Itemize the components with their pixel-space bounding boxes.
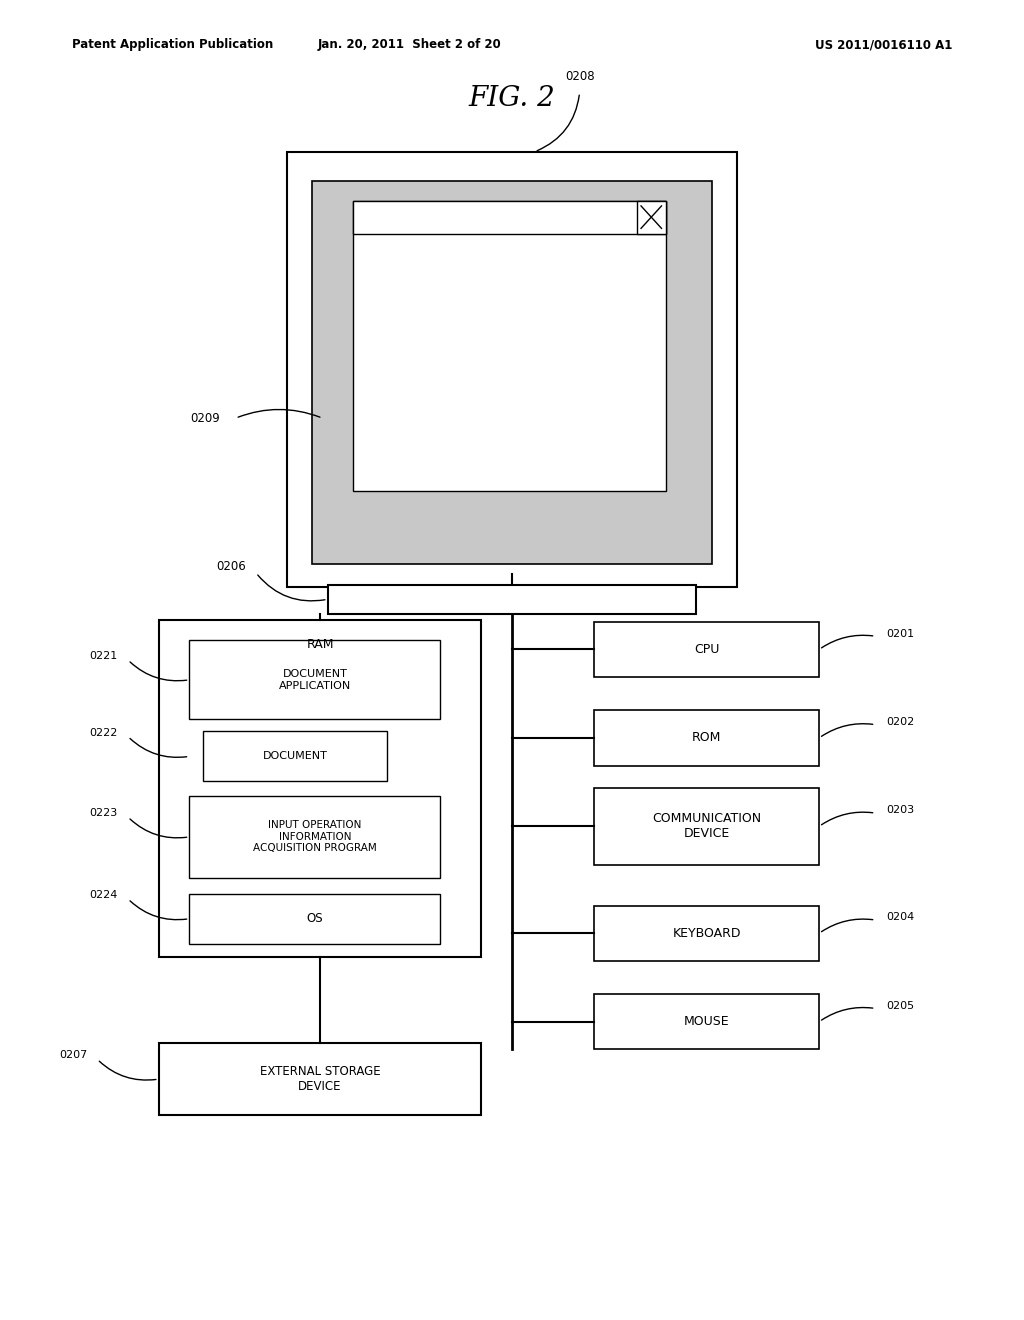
Text: DOCUMENT
APPLICATION: DOCUMENT APPLICATION (279, 669, 351, 690)
FancyBboxPatch shape (189, 640, 440, 719)
Text: 0201: 0201 (886, 628, 913, 639)
Text: 0209: 0209 (190, 412, 220, 425)
FancyBboxPatch shape (159, 1043, 481, 1115)
FancyBboxPatch shape (594, 906, 819, 961)
Text: DOCUMENT: DOCUMENT (262, 751, 328, 762)
FancyBboxPatch shape (594, 788, 819, 865)
FancyBboxPatch shape (353, 201, 666, 234)
Text: 0206: 0206 (216, 560, 246, 573)
Text: 0202: 0202 (886, 717, 914, 727)
Text: INPUT OPERATION
INFORMATION
ACQUISITION PROGRAM: INPUT OPERATION INFORMATION ACQUISITION … (253, 820, 377, 854)
Text: 0203: 0203 (886, 805, 913, 816)
Text: 0221: 0221 (89, 651, 118, 661)
FancyBboxPatch shape (189, 796, 440, 878)
Text: OS: OS (306, 912, 324, 925)
Text: 0224: 0224 (89, 890, 118, 900)
Text: 0223: 0223 (89, 808, 118, 818)
Text: Patent Application Publication: Patent Application Publication (72, 38, 273, 51)
FancyBboxPatch shape (594, 622, 819, 677)
FancyBboxPatch shape (287, 152, 737, 587)
FancyBboxPatch shape (159, 620, 481, 957)
Text: COMMUNICATION
DEVICE: COMMUNICATION DEVICE (652, 812, 761, 841)
Text: FIG. 2: FIG. 2 (469, 86, 555, 112)
FancyBboxPatch shape (594, 710, 819, 766)
Text: 0207: 0207 (58, 1051, 87, 1060)
Text: RAM: RAM (306, 638, 334, 651)
FancyBboxPatch shape (353, 201, 666, 491)
Text: 0208: 0208 (565, 70, 594, 83)
Bar (312, 181, 712, 564)
Text: 0222: 0222 (89, 727, 118, 738)
Text: KEYBOARD: KEYBOARD (673, 927, 740, 940)
Text: MOUSE: MOUSE (684, 1015, 729, 1028)
FancyBboxPatch shape (328, 585, 696, 614)
Text: EXTERNAL STORAGE
DEVICE: EXTERNAL STORAGE DEVICE (260, 1065, 380, 1093)
Text: CPU: CPU (694, 643, 719, 656)
Text: 0204: 0204 (886, 912, 914, 923)
Text: ROM: ROM (692, 731, 721, 744)
FancyBboxPatch shape (203, 731, 387, 781)
FancyBboxPatch shape (594, 994, 819, 1049)
FancyBboxPatch shape (637, 201, 666, 234)
Text: 0205: 0205 (886, 1001, 913, 1011)
FancyBboxPatch shape (189, 894, 440, 944)
Text: US 2011/0016110 A1: US 2011/0016110 A1 (815, 38, 952, 51)
Text: Jan. 20, 2011  Sheet 2 of 20: Jan. 20, 2011 Sheet 2 of 20 (317, 38, 502, 51)
